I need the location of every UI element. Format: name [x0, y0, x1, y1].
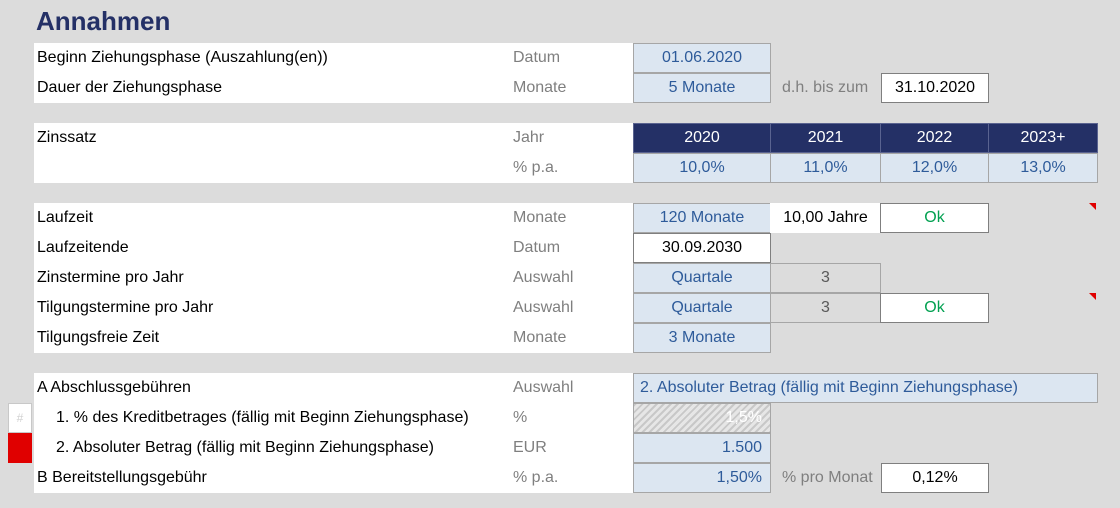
unit-auswahl-tilgungstermine: Auswahl	[513, 299, 574, 316]
label-dauer-ziehungsphase: Dauer der Ziehungsphase	[37, 79, 223, 96]
input-beginn-date[interactable]: 01.06.2020	[633, 43, 771, 73]
unit-auswahl-gebuehren: Auswahl	[513, 379, 574, 396]
note-bis-zum: d.h. bis zum	[782, 79, 869, 96]
rate-input-2022[interactable]: 12,0%	[880, 153, 989, 183]
input-bereitstellungsgebuehr[interactable]: 1,50%	[633, 463, 771, 493]
unit-datum-laufzeitende: Datum	[513, 239, 561, 256]
note-pro-monat: % pro Monat	[782, 469, 873, 486]
output-laufzeit-years: 10,00 Jahre	[770, 203, 881, 233]
unit-eur: EUR	[513, 439, 547, 456]
label-laufzeit: Laufzeit	[37, 209, 94, 226]
unit-monate: Monate	[513, 79, 567, 96]
rate-input-2020[interactable]: 10,0%	[633, 153, 771, 183]
comment-marker-tilgungstermine[interactable]	[1089, 293, 1096, 300]
input-dauer-months[interactable]: 5 Monate	[633, 73, 771, 103]
unit-pct-pa: % p.a.	[513, 159, 559, 176]
unit-pct-pa-bereitstellung: % p.a.	[513, 469, 559, 486]
rate-input-2021[interactable]: 11,0%	[770, 153, 881, 183]
unit-jahr: Jahr	[513, 129, 545, 146]
comment-marker-laufzeit[interactable]	[1089, 203, 1096, 210]
unit-auswahl-zinstermine: Auswahl	[513, 269, 574, 286]
year-header-2022: 2022	[880, 123, 989, 153]
label-prozent-kreditbetrag: 1. % des Kreditbetrages (fällig mit Begi…	[56, 409, 469, 426]
label-abschlussgebuehren: A Abschlussgebühren	[37, 379, 191, 396]
option-marker-percent: #	[8, 403, 32, 433]
rate-input-2023plus[interactable]: 13,0%	[988, 153, 1098, 183]
label-laufzeitende: Laufzeitende	[37, 239, 129, 256]
label-bereitstellungsgebuehr: B Bereitstellungsgebühr	[37, 469, 207, 486]
label-zinstermine: Zinstermine pro Jahr	[37, 269, 184, 286]
input-prozent-kreditbetrag-disabled: 1,5%	[633, 403, 771, 433]
check-tilgungstermine-ok: Ok	[880, 293, 989, 323]
output-pro-monat: 0,12%	[881, 463, 989, 493]
page-title: Annahmen	[36, 6, 171, 36]
unit-monate-laufzeit: Monate	[513, 209, 567, 226]
select-tilgungstermine[interactable]: Quartale	[633, 293, 771, 323]
select-zinstermine[interactable]: Quartale	[633, 263, 771, 293]
option-marker-absolute-active	[8, 433, 32, 463]
output-laufzeitende-date[interactable]: 30.09.2030	[633, 233, 771, 263]
input-tilgungsfreie-months[interactable]: 3 Monate	[633, 323, 771, 353]
label-zinssatz: Zinssatz	[37, 129, 97, 146]
input-laufzeit-months[interactable]: 120 Monate	[633, 203, 771, 233]
year-header-2020: 2020	[633, 123, 771, 153]
output-ende-date[interactable]: 31.10.2020	[881, 73, 989, 103]
label-tilgungstermine: Tilgungstermine pro Jahr	[37, 299, 214, 316]
input-absoluter-betrag[interactable]: 1.500	[633, 433, 771, 463]
select-abschlussgebuehr-type[interactable]: 2. Absoluter Betrag (fällig mit Beginn Z…	[633, 373, 1098, 403]
unit-datum: Datum	[513, 49, 561, 66]
output-tilgungstermine-count: 3	[770, 293, 881, 323]
label-absoluter-betrag: 2. Absoluter Betrag (fällig mit Beginn Z…	[56, 439, 434, 456]
output-zinstermine-count: 3	[770, 263, 881, 293]
label-beginn-ziehungsphase: Beginn Ziehungsphase (Auszahlung(en))	[37, 49, 328, 66]
unit-percent: %	[513, 409, 528, 426]
year-header-2023plus: 2023+	[988, 123, 1098, 153]
unit-monate-tilgungsfrei: Monate	[513, 329, 567, 346]
year-header-2021: 2021	[770, 123, 881, 153]
label-tilgungsfreie-zeit: Tilgungsfreie Zeit	[37, 329, 160, 346]
check-laufzeit-ok: Ok	[880, 203, 989, 233]
